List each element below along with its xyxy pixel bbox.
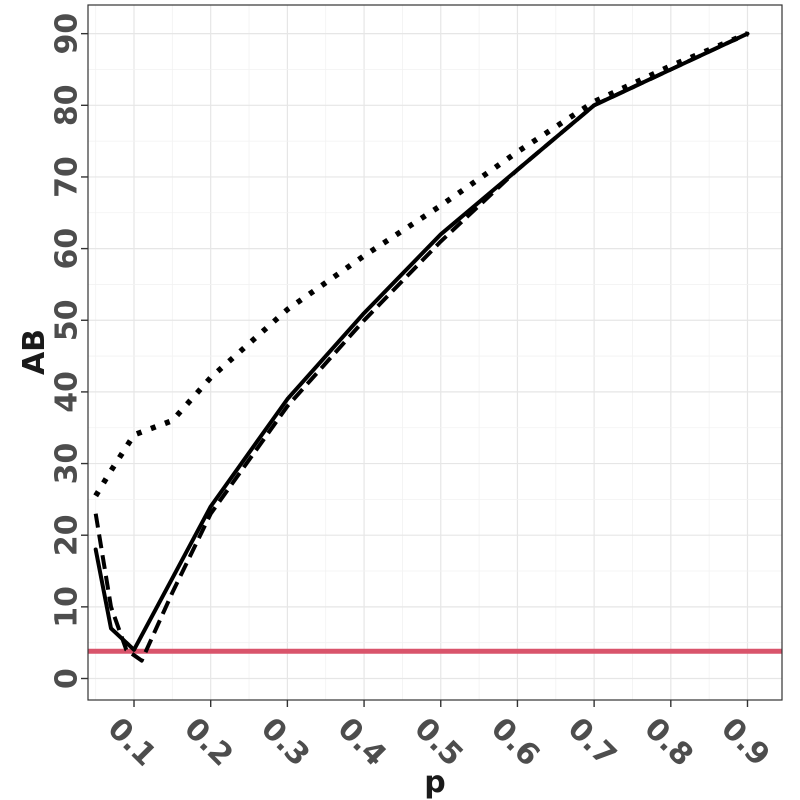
- y-axis-title: AB: [17, 329, 52, 375]
- y-tick-label: 80: [50, 84, 85, 126]
- plot-border: [87, 4, 783, 701]
- series-line-dashed: [93, 31, 749, 663]
- x-axis: 0.1 0.2 0.3 0.4 0.5 0.6 0.7 0.8 0.9: [101, 700, 776, 773]
- x-tick-label: 0.1: [101, 711, 163, 773]
- y-tick-label: 60: [50, 228, 85, 270]
- series-lines: [93, 31, 750, 663]
- y-tick-label: 30: [50, 443, 85, 485]
- y-tick-label: 70: [50, 156, 85, 198]
- x-tick-label: 0.8: [637, 711, 699, 773]
- y-tick-label: 0: [50, 668, 85, 689]
- x-tick-label: 0.2: [177, 711, 239, 773]
- series-line-solid: [93, 31, 750, 652]
- x-tick-label: 0.6: [484, 711, 546, 773]
- x-tick-label: 0.3: [254, 711, 316, 773]
- y-tick-label: 10: [50, 586, 85, 628]
- y-tick-label: 40: [50, 371, 85, 413]
- y-tick-label: 20: [50, 514, 85, 556]
- y-tick-label: 50: [50, 299, 85, 341]
- y-tick-label: 90: [50, 13, 85, 55]
- x-tick-label: 0.4: [331, 711, 393, 773]
- plot-background: [88, 5, 782, 700]
- y-axis: 0 10 20 30 40 50 60 70 80 90: [50, 13, 88, 689]
- x-axis-title: p: [424, 765, 445, 800]
- series-line-dotted: [93, 31, 749, 498]
- grid-lines: [88, 5, 782, 700]
- x-tick-label: 0.7: [561, 711, 623, 773]
- x-tick-label: 0.9: [714, 711, 776, 773]
